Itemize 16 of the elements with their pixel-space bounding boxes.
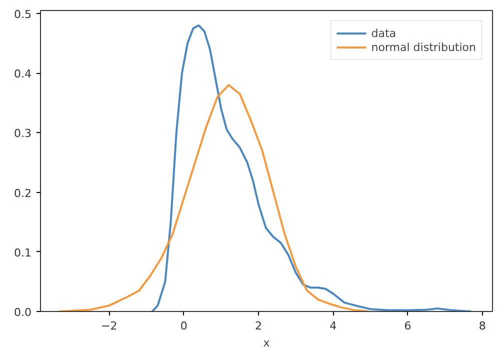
x-tick-label: −2	[101, 320, 118, 332]
x-tick-label: 6	[404, 320, 412, 332]
x-axis-title: x	[263, 336, 270, 350]
x-tick-label: 8	[478, 320, 486, 332]
x-tick-label: 4	[330, 320, 337, 332]
y-tick-label: 0.3	[14, 127, 32, 140]
y-tick-label: 0.2	[14, 186, 32, 200]
x-tick-label: 2	[254, 320, 262, 332]
y-tick-label: 0.5	[14, 8, 32, 21]
legend-label: normal distribution	[371, 40, 476, 54]
y-tick-label: 0.0	[14, 306, 32, 319]
y-tick-label: 0.4	[14, 68, 32, 81]
legend-label: data	[371, 26, 396, 40]
y-tick-label: 0.1	[14, 246, 32, 260]
line-series	[58, 84, 370, 312]
x-tick-label: 0	[180, 320, 188, 332]
